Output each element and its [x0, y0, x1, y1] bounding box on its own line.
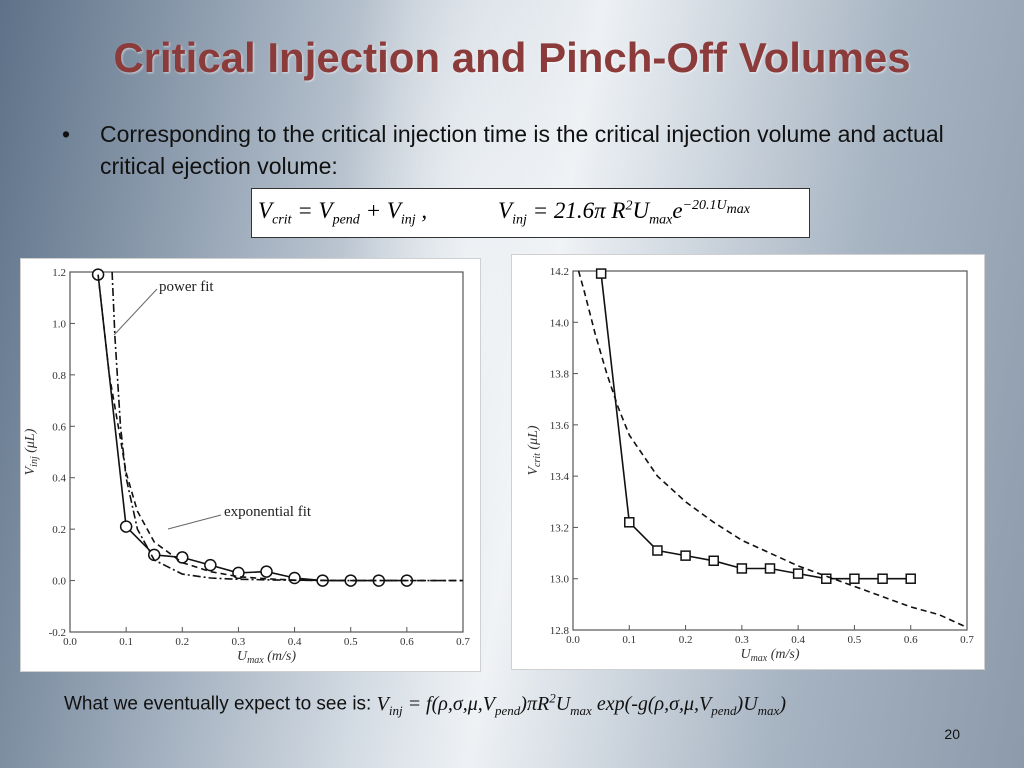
chart-panel-vcrit: 0.0 0.1 0.2 0.3 0.4 0.5 0.6 0.7 12.8 13.0 13.2 13.4…	[511, 254, 985, 670]
y-tick-label: 13.8	[550, 369, 570, 381]
x-tick-label: 0.2	[175, 636, 189, 648]
data-point	[764, 563, 776, 574]
x-tick-label: 0.3	[232, 636, 246, 648]
data-point	[595, 268, 607, 279]
data-point	[905, 573, 916, 584]
x-tick-label: 0.4	[791, 634, 805, 646]
y-tick-label: 14.0	[550, 317, 570, 329]
y-tick-label: 13.0	[550, 574, 570, 586]
chart-vcrit: 0.0 0.1 0.2 0.3 0.4 0.5 0.6 0.7 12.8 13.0 13.2 13.4…	[526, 266, 974, 664]
y-axis-label: Vinj (μL)	[23, 428, 40, 475]
y-tick-label: 0.0	[52, 576, 66, 588]
y-axis-label: Vcrit (μL)	[526, 425, 543, 475]
x-tick-label: 0.1	[119, 636, 133, 648]
y-tick-label: 0.6	[52, 421, 66, 433]
x-tick-label: 0.7	[456, 636, 470, 648]
data-point	[260, 565, 273, 578]
bottom-formula: Vinj = f(ρ,σ,μ,Vpend)πR2Umax exp(-g(ρ,σ,…	[376, 690, 786, 718]
y-tick-label: 14.2	[550, 266, 569, 278]
x-tick-label: 0.2	[679, 634, 693, 646]
x-tick-label: 0.5	[344, 636, 358, 648]
data-point	[204, 558, 217, 572]
data-point	[652, 545, 663, 556]
data-point	[624, 517, 635, 528]
plot-frame	[69, 271, 464, 633]
y-tick-label: 12.8	[550, 625, 570, 637]
data-point	[288, 571, 301, 585]
x-tick-label: 0.3	[735, 634, 749, 646]
x-tick-label: 0.6	[904, 634, 918, 646]
bottom-prefix: What we eventually expect to see is:	[64, 693, 372, 715]
bullet-dot-icon: •	[62, 121, 71, 147]
y-tick-label: 1.0	[52, 318, 66, 330]
annotation-leader	[167, 514, 222, 530]
data-point	[708, 555, 719, 567]
annotation-label: exponential fit	[224, 504, 312, 520]
y-tick-label: 0.2	[52, 524, 66, 536]
chart-vinj: 0.0 0.1 0.2 0.3 0.4 0.5 0.6 0.7-0.20.00.20.40.6…	[23, 267, 470, 666]
x-tick-label: 0.5	[848, 634, 862, 646]
bullet-text: Corresponding to the critical injection …	[100, 121, 944, 179]
x-tick-label: 0.0	[63, 636, 77, 648]
data-point	[176, 551, 189, 564]
data-point	[849, 573, 860, 584]
bottom-statement: What we eventually expect to see is: Vin…	[64, 690, 786, 719]
series-line-0	[600, 273, 911, 580]
x-axis-label: Umax (m/s)	[740, 647, 799, 664]
y-tick-label: 0.8	[52, 370, 66, 382]
chart-panel-vinj: 0.0 0.1 0.2 0.3 0.4 0.5 0.6 0.7 -0.2 0.0 0.2 0.4 0.6…	[20, 258, 481, 672]
data-point	[821, 573, 832, 584]
y-tick-label: 1.2	[52, 267, 66, 279]
equation-part-1: Vcrit = Vpend + Vinj ,	[258, 198, 428, 228]
series-line-2	[97, 274, 463, 582]
annotation-leader	[113, 288, 158, 336]
equation-part-2: Vinj = 21.6π R2Umaxe−20.1Umax	[498, 198, 750, 228]
y-tick-label: 13.6	[550, 420, 570, 432]
series-line-0	[97, 274, 407, 582]
data-point	[792, 568, 804, 579]
data-point	[736, 563, 748, 574]
data-point	[680, 550, 691, 561]
x-tick-label: 0.0	[566, 634, 580, 646]
y-tick-label: 0.4	[52, 473, 66, 485]
data-point	[877, 573, 888, 584]
x-tick-label: 0.1	[622, 634, 636, 646]
x-tick-label: 0.6	[400, 636, 414, 648]
annotation-label: power fit	[159, 279, 214, 295]
x-tick-label: 0.4	[288, 636, 302, 648]
y-tick-label: 13.2	[550, 522, 569, 534]
slide-title: Critical Injection and Pinch-Off Volumes	[113, 34, 911, 81]
data-point	[119, 520, 133, 533]
x-tick-label: 0.7	[960, 634, 974, 646]
x-axis-label: Umax (m/s)	[237, 649, 296, 666]
page-number: 20	[944, 726, 960, 742]
plot-frame	[572, 270, 968, 631]
equation-box: Vcrit = Vpend + Vinj , Vinj = 21.6π R2Um…	[251, 188, 810, 238]
y-tick-label: -0.2	[49, 627, 66, 639]
series-line-1	[111, 271, 463, 582]
y-tick-label: 13.4	[550, 471, 570, 483]
series-line-1	[577, 270, 968, 629]
